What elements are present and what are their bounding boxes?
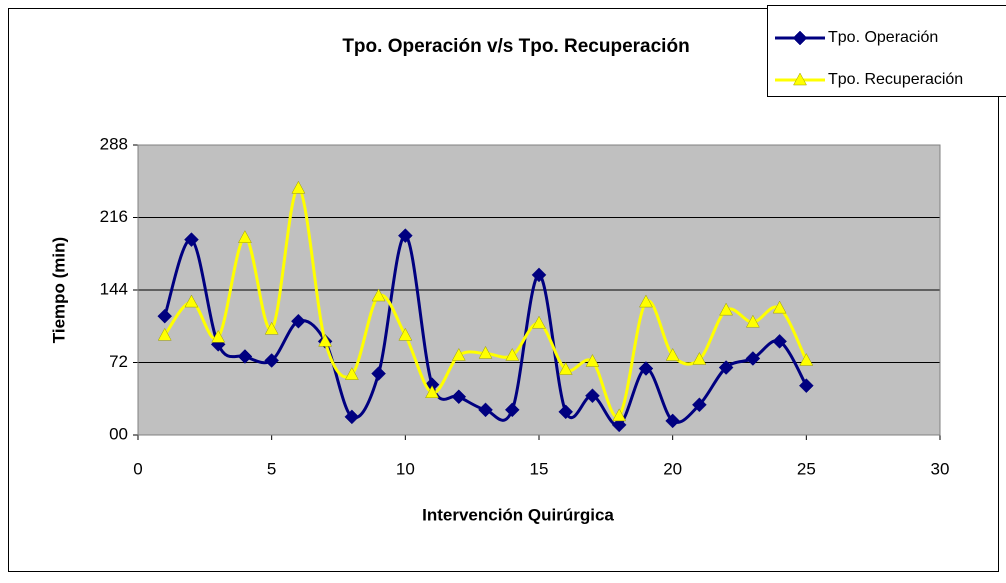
marker xyxy=(451,389,467,405)
marker xyxy=(745,314,760,328)
marker xyxy=(504,402,520,418)
marker xyxy=(237,349,253,364)
marker xyxy=(692,351,707,365)
marker xyxy=(792,30,808,46)
marker xyxy=(157,308,173,324)
x-tick-label: 10 xyxy=(396,459,415,478)
marker xyxy=(344,409,360,425)
series-line xyxy=(163,186,808,419)
y-tick-label: 72 xyxy=(109,352,128,371)
marker xyxy=(238,230,252,243)
marker xyxy=(799,352,814,366)
marker xyxy=(798,378,814,394)
marker xyxy=(291,313,306,329)
marker xyxy=(692,397,707,413)
x-tick-label: 0 xyxy=(133,459,142,478)
x-tick-label: 5 xyxy=(267,459,276,478)
marker xyxy=(211,329,226,343)
marker xyxy=(505,347,520,361)
legend-label: Tpo. Recuperación xyxy=(828,71,963,88)
chart-title: Tpo. Operación v/s Tpo. Recuperación xyxy=(342,36,689,57)
marker xyxy=(745,351,761,366)
marker xyxy=(772,334,787,349)
marker xyxy=(611,417,627,433)
marker xyxy=(157,327,172,341)
x-tick-label: 15 xyxy=(530,459,549,478)
y-tick-label: 00 xyxy=(109,424,128,443)
marker xyxy=(665,413,681,429)
marker xyxy=(398,327,413,341)
y-tick-label: 144 xyxy=(100,279,128,298)
marker xyxy=(585,388,600,404)
marker xyxy=(585,353,600,367)
plot-border xyxy=(137,144,941,436)
marker xyxy=(718,360,734,375)
x-tick-label: 20 xyxy=(663,459,682,478)
marker xyxy=(318,333,333,347)
marker xyxy=(184,294,199,308)
marker xyxy=(264,353,280,368)
x-axis-title: Intervención Quirúrgica xyxy=(422,505,614,524)
marker xyxy=(532,315,546,329)
marker xyxy=(264,321,279,335)
y-tick-label: 288 xyxy=(100,134,128,153)
marker xyxy=(665,347,680,361)
marker xyxy=(291,180,306,194)
marker xyxy=(344,367,359,380)
marker xyxy=(371,288,386,302)
x-tick-label: 25 xyxy=(797,459,816,478)
marker xyxy=(371,366,386,381)
marker xyxy=(397,228,413,243)
marker xyxy=(558,404,574,420)
marker xyxy=(638,361,654,376)
marker xyxy=(478,345,493,359)
x-tick-label: 30 xyxy=(931,459,950,478)
marker xyxy=(719,302,734,316)
marker xyxy=(184,232,199,248)
y-tick-label: 216 xyxy=(100,207,128,226)
marker xyxy=(793,72,807,86)
marker xyxy=(558,362,573,375)
marker xyxy=(772,300,787,314)
y-axis-title: Tiempo (min) xyxy=(49,237,68,343)
marker xyxy=(639,294,653,308)
marker xyxy=(451,347,466,361)
legend-label: Tpo. Operación xyxy=(828,29,938,46)
marker xyxy=(531,267,547,283)
marker xyxy=(612,408,627,422)
marker xyxy=(425,385,439,398)
marker xyxy=(478,402,493,418)
